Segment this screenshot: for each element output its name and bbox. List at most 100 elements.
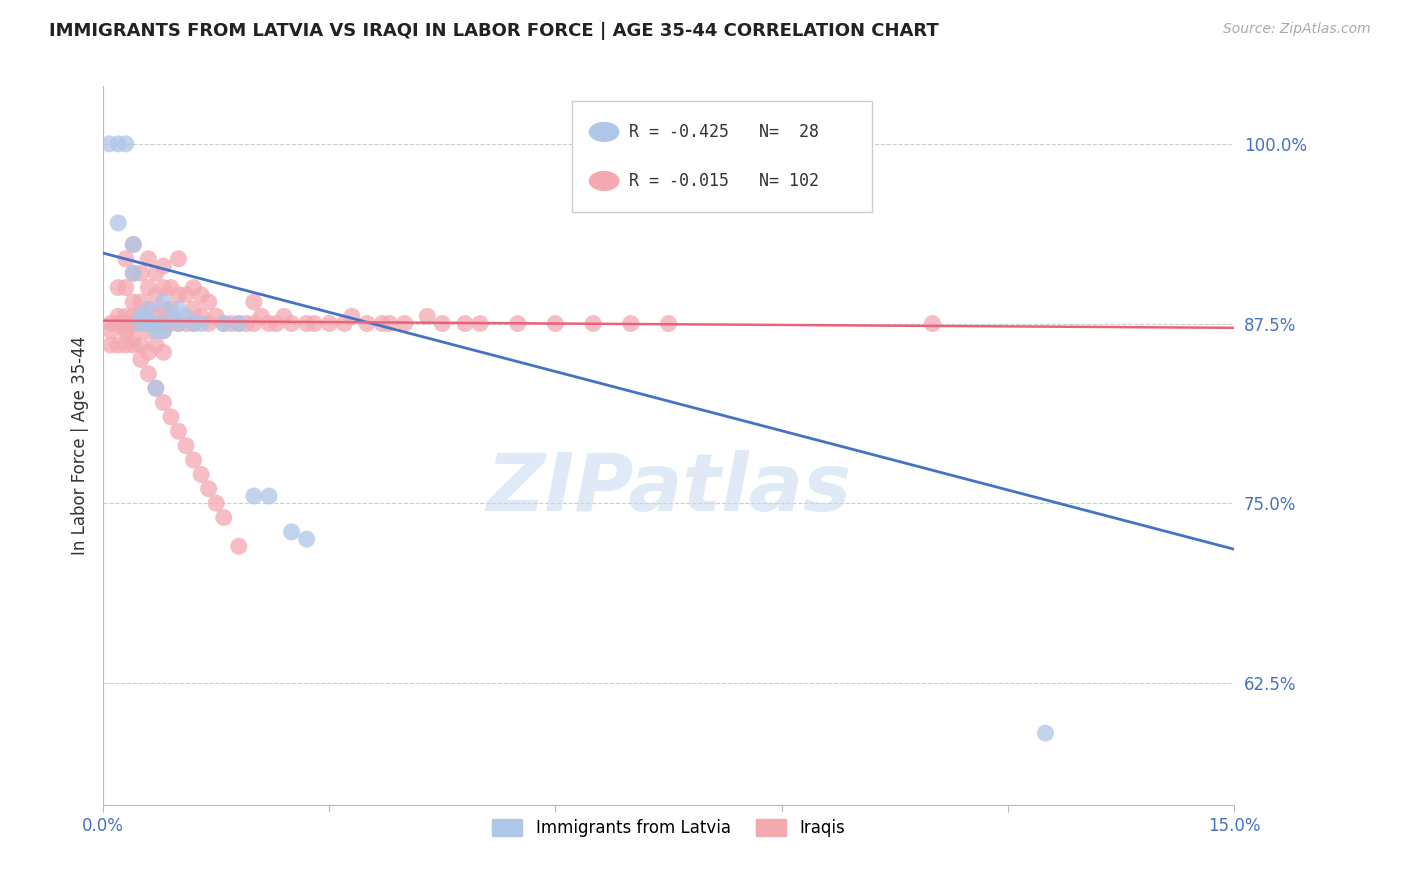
Point — [454, 317, 477, 331]
Point — [183, 280, 205, 294]
Point — [183, 453, 205, 467]
Point — [100, 317, 122, 331]
Point — [152, 324, 174, 338]
Point — [122, 295, 145, 310]
Point — [100, 324, 122, 338]
Point — [318, 317, 340, 331]
Point — [114, 324, 136, 338]
Point — [114, 280, 136, 294]
Point — [138, 280, 160, 294]
Text: Source: ZipAtlas.com: Source: ZipAtlas.com — [1223, 22, 1371, 37]
Text: IMMIGRANTS FROM LATVIA VS IRAQI IN LABOR FORCE | AGE 35-44 CORRELATION CHART: IMMIGRANTS FROM LATVIA VS IRAQI IN LABOR… — [49, 22, 939, 40]
Point — [107, 280, 129, 294]
Point — [114, 317, 136, 331]
Point — [129, 338, 152, 352]
Point — [122, 331, 145, 345]
Point — [250, 310, 273, 324]
Point — [302, 317, 325, 331]
Point — [138, 302, 160, 317]
Point — [228, 539, 250, 553]
Point — [122, 266, 145, 280]
Point — [657, 317, 679, 331]
FancyBboxPatch shape — [572, 101, 872, 212]
Point — [122, 317, 145, 331]
Point — [98, 136, 121, 151]
Point — [620, 317, 643, 331]
Point — [295, 532, 318, 546]
Point — [145, 317, 167, 331]
Point — [129, 317, 152, 331]
Point — [394, 317, 416, 331]
Point — [212, 317, 235, 331]
Point — [122, 338, 145, 352]
Point — [273, 310, 295, 324]
Text: ZIPatlas: ZIPatlas — [486, 450, 851, 528]
Point — [190, 287, 212, 301]
Point — [160, 302, 183, 317]
Point — [114, 324, 136, 338]
Point — [129, 352, 152, 367]
Point — [145, 287, 167, 301]
Point — [228, 317, 250, 331]
Point — [190, 467, 212, 482]
Point — [167, 317, 190, 331]
Point — [122, 310, 145, 324]
Point — [243, 295, 266, 310]
Point — [197, 317, 219, 331]
Point — [107, 338, 129, 352]
Point — [145, 317, 167, 331]
Point — [160, 280, 183, 294]
Point — [371, 317, 394, 331]
Circle shape — [589, 122, 619, 141]
Point — [190, 310, 212, 324]
Point — [235, 317, 257, 331]
Point — [145, 266, 167, 280]
Point — [145, 381, 167, 395]
Point — [468, 317, 491, 331]
Point — [107, 136, 129, 151]
Point — [228, 317, 250, 331]
Point — [152, 324, 174, 338]
Point — [280, 524, 302, 539]
Point — [145, 338, 167, 352]
Circle shape — [589, 171, 619, 190]
Point — [145, 324, 167, 338]
Point — [100, 338, 122, 352]
Point — [152, 345, 174, 359]
Point — [280, 317, 302, 331]
Point — [138, 317, 160, 331]
Point — [356, 317, 378, 331]
Point — [122, 237, 145, 252]
Point — [138, 345, 160, 359]
Point — [174, 310, 197, 324]
Point — [122, 237, 145, 252]
Point — [145, 310, 167, 324]
Point — [190, 317, 212, 331]
Point — [340, 310, 363, 324]
Point — [107, 317, 129, 331]
Point — [197, 295, 219, 310]
Point — [205, 496, 228, 510]
Point — [145, 381, 167, 395]
Point — [174, 317, 197, 331]
Point — [183, 317, 205, 331]
Point — [174, 439, 197, 453]
Point — [160, 409, 183, 424]
Point — [138, 252, 160, 266]
Y-axis label: In Labor Force | Age 35-44: In Labor Force | Age 35-44 — [72, 336, 89, 555]
Point — [432, 317, 454, 331]
Point — [582, 317, 605, 331]
Point — [129, 317, 152, 331]
Point — [152, 395, 174, 409]
Point — [167, 287, 190, 301]
Point — [138, 367, 160, 381]
Point — [152, 259, 174, 273]
Point — [257, 489, 280, 503]
Point — [152, 295, 174, 310]
Point — [183, 317, 205, 331]
Point — [378, 317, 401, 331]
Point — [167, 425, 190, 439]
Point — [114, 136, 136, 151]
Point — [160, 310, 183, 324]
Point — [167, 317, 190, 331]
